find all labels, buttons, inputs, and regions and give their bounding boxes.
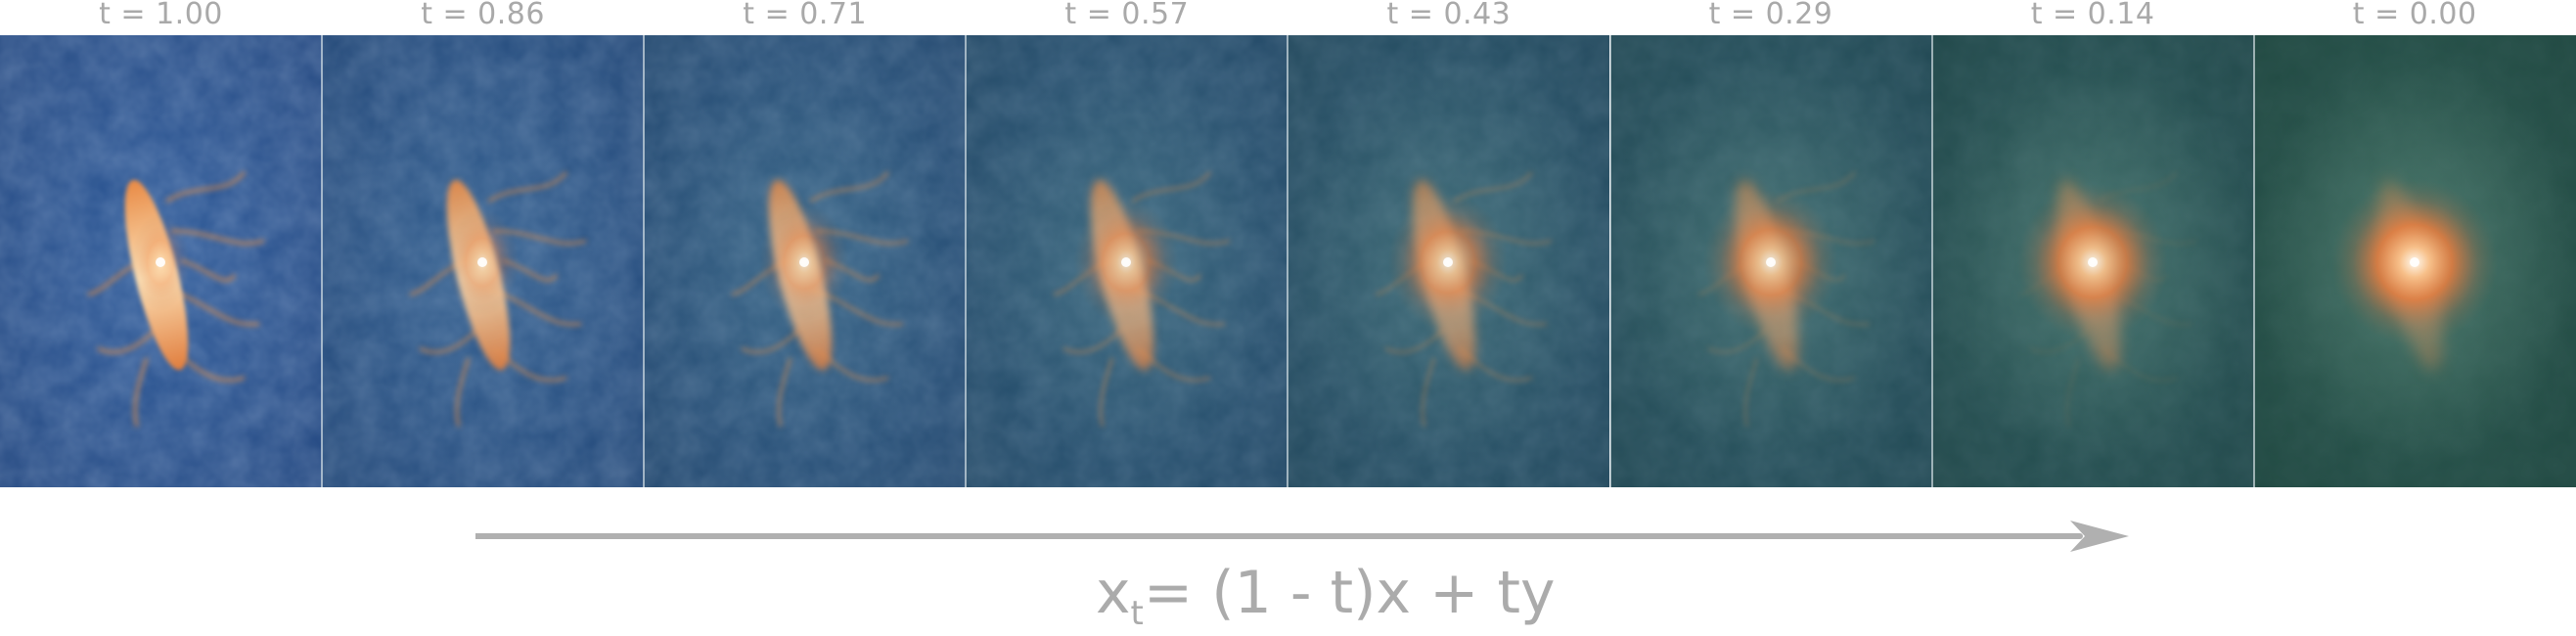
panel-2: t = 0.71: [644, 0, 967, 487]
time-label: t = 0.71: [743, 0, 868, 31]
time-label: t = 1.00: [99, 0, 223, 31]
bright-core: [2087, 257, 2098, 267]
interpolated-image: [1288, 35, 1610, 487]
panel-6: t = 0.14: [1931, 0, 2254, 487]
interpolated-image: [644, 35, 967, 487]
time-label: t = 0.86: [421, 0, 545, 31]
time-label: t = 0.29: [1708, 0, 1833, 31]
panel-divider: [2252, 35, 2255, 487]
panel-4: t = 0.43: [1288, 0, 1610, 487]
panel-divider: [965, 35, 968, 487]
interpolated-image: [322, 35, 645, 487]
interpolated-image: [2253, 35, 2576, 487]
time-label: t = 0.00: [2352, 0, 2477, 31]
panel-divider: [1930, 35, 1933, 487]
bright-core: [2409, 257, 2419, 267]
formula-x: x: [1096, 559, 1131, 627]
time-label: t = 0.14: [2030, 0, 2155, 31]
bright-core: [1121, 257, 1132, 267]
panel-7: t = 0.00: [2253, 0, 2576, 487]
bright-core: [1443, 257, 1454, 267]
time-label: t = 0.43: [1386, 0, 1512, 31]
panel-divider: [321, 35, 324, 487]
panel-divider: [1608, 35, 1611, 487]
panel-0: t = 1.00: [0, 0, 322, 487]
formula-rhs: = (1 - t)x + ty: [1143, 559, 1556, 627]
panel-5: t = 0.29: [1609, 0, 1932, 487]
time-label: t = 0.57: [1064, 0, 1190, 31]
interpolated-image: [0, 35, 322, 487]
bright-core: [477, 257, 488, 267]
interpolated-image: [966, 35, 1288, 487]
panel-1: t = 0.86: [322, 0, 645, 487]
arrow-head: [2070, 521, 2129, 552]
bright-core: [799, 257, 810, 267]
formula-t-subscript: t: [1130, 594, 1144, 633]
bright-core: [1765, 257, 1776, 267]
panel-divider: [1287, 35, 1289, 487]
bright-core: [156, 257, 165, 267]
interpolation-formula: xt= (1 - t)x + ty: [1096, 554, 1555, 633]
panel-divider: [643, 35, 646, 487]
interpolation-strip: t = 1.00 t = 0.86 t = 0.71 t = 0.57 t = 0.43…: [0, 0, 2576, 487]
time-arrow: [475, 521, 2129, 552]
panel-3: t = 0.57: [966, 0, 1288, 487]
interpolated-image: [1609, 35, 1932, 487]
interpolated-image: [1931, 35, 2254, 487]
